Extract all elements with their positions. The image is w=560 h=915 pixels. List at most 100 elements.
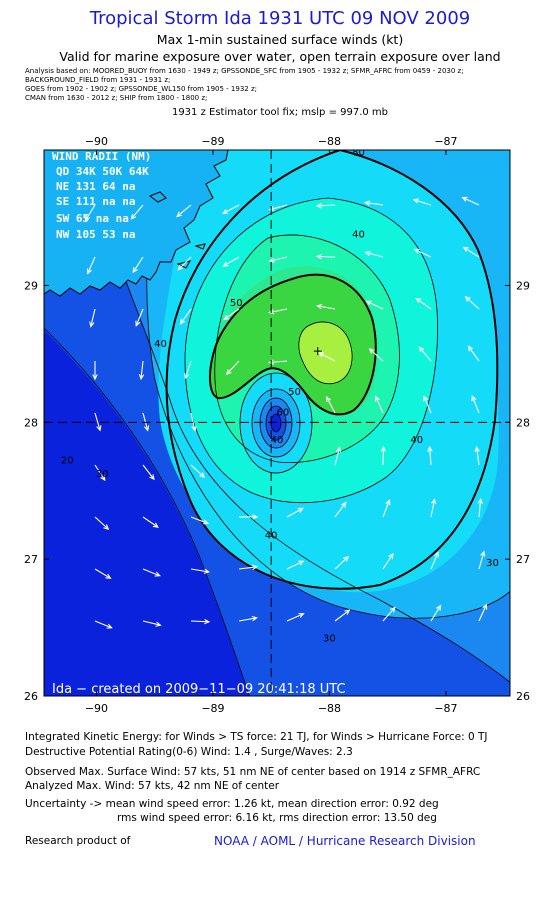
coastline-land <box>44 150 229 297</box>
wind-vector-shaft <box>130 204 144 220</box>
wind-vector-head <box>341 501 347 508</box>
wind-vector-shaft <box>142 568 160 577</box>
wind-vector-head <box>335 446 342 453</box>
wind-vector-head <box>144 425 150 432</box>
wind-radii-row-ne: NE 131 64 na <box>56 180 135 193</box>
wind-vector-shaft <box>94 516 109 530</box>
wind-vector-shaft <box>142 620 161 626</box>
wind-vector-head <box>431 498 437 505</box>
analysis-sources-line-3: GOES from 1902 - 1902 z; GPSSONDE_WL150 … <box>25 85 258 93</box>
wind-vector-head <box>199 472 206 479</box>
wind-vector-shaft <box>85 204 96 221</box>
wind-vector-shaft <box>94 568 111 579</box>
wind-vector-head <box>149 474 155 481</box>
wind-vector-shaft <box>142 412 149 431</box>
contour-50kt <box>214 234 400 463</box>
wind-vector-head <box>344 609 351 615</box>
wind-vector-shaft <box>316 255 336 258</box>
x-tick-label-top: −90 <box>85 135 108 148</box>
wind-band-0kt <box>44 330 249 696</box>
wind-vector-shaft <box>269 360 288 364</box>
wind-vector-shaft <box>135 308 144 326</box>
wind-vector-head <box>191 425 197 432</box>
wind-vector-head <box>464 296 471 302</box>
x-tick-label-top: −88 <box>318 135 341 148</box>
wind-vector-head <box>130 213 137 220</box>
wind-vector-shaft <box>413 199 432 206</box>
wind-vector-head <box>84 215 91 222</box>
wind-vector-head <box>368 348 375 354</box>
contour-35kt <box>165 150 499 590</box>
wind-vector-shaft <box>223 308 240 320</box>
y-tick-label-left: 26 <box>24 690 38 703</box>
wind-vector-shaft <box>286 560 304 570</box>
wind-vector-shaft <box>90 308 96 327</box>
wind-vector-head <box>155 621 162 627</box>
wind-vector-head <box>380 445 387 452</box>
wind-vector-head <box>251 564 259 570</box>
wind-vector-head <box>482 603 488 610</box>
wind-vector-shaft <box>94 464 106 481</box>
contour-20kt <box>44 327 250 696</box>
wind-vector-head <box>252 514 259 520</box>
wind-radii-row-nw: NW 105 53 na <box>56 228 135 241</box>
contour-label: 60 <box>276 407 289 418</box>
wind-vector-head <box>222 261 229 267</box>
wind-vector-head <box>86 268 92 275</box>
wind-radii-columns: QD 34K 50K 64K <box>56 165 149 178</box>
wind-vector-shaft <box>176 204 192 217</box>
wind-vector-shaft <box>375 396 384 414</box>
contour-eye-40 <box>239 372 313 474</box>
uncertainty-mean: Uncertainty -> mean wind speed error: 1.… <box>25 798 439 810</box>
contour-label: 50 <box>230 298 243 309</box>
wind-vector-head <box>474 445 480 453</box>
contour-label: 80 <box>352 147 365 158</box>
wind-vector-head <box>106 623 113 629</box>
x-tick-label-bottom: −87 <box>434 702 457 715</box>
contour-label: 40 <box>410 435 423 446</box>
wind-vector-head <box>268 309 275 315</box>
wind-vector-shaft <box>132 256 144 273</box>
wind-vector-shaft <box>334 609 350 622</box>
wind-radii-header: WIND RADII (NM) <box>52 150 151 163</box>
wind-vector-head <box>154 571 161 577</box>
wind-vector-shaft <box>177 256 192 271</box>
contour-label: 20 <box>61 455 74 466</box>
wind-vector-head <box>267 359 274 365</box>
wind-vector-head <box>467 345 474 352</box>
wind-vector-shaft <box>222 204 240 214</box>
wind-vector-head <box>92 374 98 381</box>
wind-vector-head <box>297 507 304 513</box>
wind-vector-head <box>298 613 305 618</box>
wind-vector-shaft <box>382 607 396 622</box>
wind-vector-shaft <box>429 447 432 466</box>
creation-credit: Ida − created on 2009−11−09 20:41:18 UTC <box>52 682 346 697</box>
wind-vector-shaft <box>430 605 441 622</box>
wind-vector-head <box>412 198 419 204</box>
wind-vector-shaft <box>471 396 480 414</box>
wind-vector-shaft <box>462 197 480 206</box>
wind-vector-shaft <box>269 308 288 314</box>
wind-vector-shaft <box>382 446 385 466</box>
wind-vector-head <box>138 373 145 381</box>
observed-max-wind: Observed Max. Surface Wind: 57 kts, 51 n… <box>25 766 481 778</box>
wind-vector-head <box>461 196 468 202</box>
wind-vector-shaft <box>382 499 390 518</box>
wind-vector-head <box>462 246 469 252</box>
wind-vector-head <box>365 300 372 306</box>
wind-vector-shaft <box>317 305 336 310</box>
estimator-fix: 1931 z Estimator tool fix; mslp = 997.0 … <box>171 107 389 118</box>
x-tick-label-bottom: −88 <box>318 702 341 715</box>
noaa-hrd-link[interactable]: NOAA / AOML / Hurricane Research Divisio… <box>214 834 476 848</box>
dpr-line: Destructive Potential Rating(0-6) Wind: … <box>25 746 353 758</box>
contour-eye-10 <box>265 405 287 441</box>
wind-vector-shaft <box>180 308 192 324</box>
wind-radii-row-sw: SW 65 na na <box>56 212 129 225</box>
wind-vector-head <box>203 568 211 574</box>
contour-45kt <box>184 197 438 504</box>
wind-vector-head <box>343 555 350 562</box>
wind-vector-head <box>471 395 477 402</box>
y-tick-label-right: 29 <box>516 279 530 292</box>
analysis-sources-line-1: Analysis based on: MOORED_BUOY from 1630… <box>25 67 464 75</box>
